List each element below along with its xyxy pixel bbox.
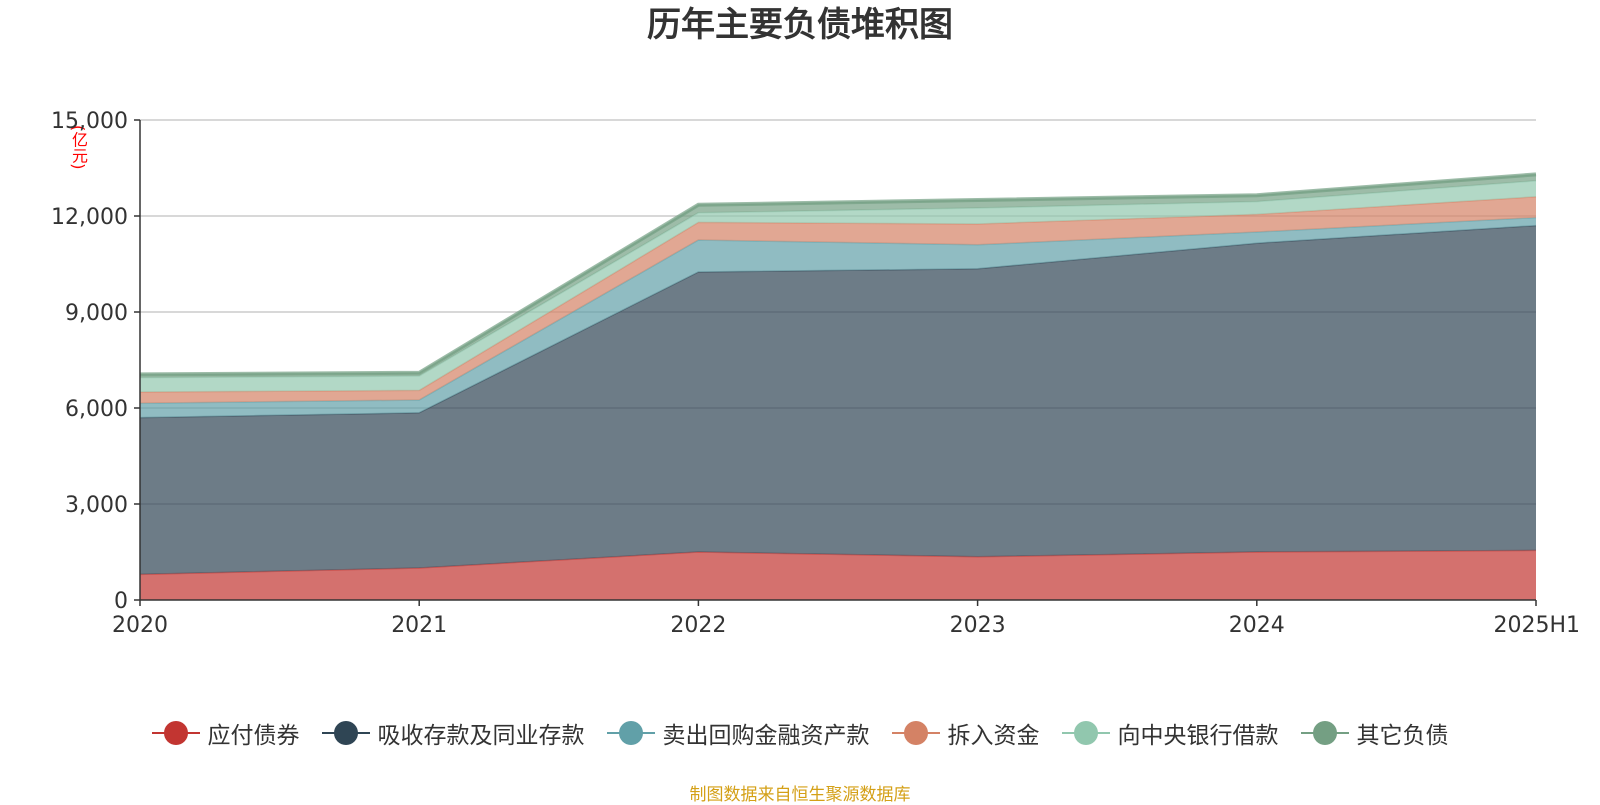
y-axis-unit-label: (亿元) [69, 124, 88, 170]
legend-swatch-icon [321, 721, 370, 745]
legend-item-1[interactable]: 应付债券 [151, 716, 300, 750]
x-tick-label: 2022 [670, 613, 726, 638]
legend-item-3[interactable]: 卖出回购金融资产款 [606, 716, 870, 750]
y-tick-label: 15,000 [51, 109, 128, 134]
stack-top-outline [139, 172, 1537, 377]
area-series-5 [140, 180, 1536, 392]
y-tick-label: 0 [114, 589, 128, 614]
legend-item-5[interactable]: 向中央银行借款 [1061, 716, 1279, 750]
axes: 0 3,000 6,000 9,000 12,000 15,000 2020 2021 2022… [51, 109, 1580, 638]
chart-title: 历年主要负债堆积图 [647, 5, 953, 45]
stacked-areas [139, 172, 1537, 600]
x-tick-label: 2025H1 [1493, 613, 1580, 638]
y-tick-label: 9,000 [65, 301, 128, 326]
legend-label: 吸收存款及同业存款 [377, 723, 585, 749]
legend-swatch-icon [1061, 721, 1110, 745]
legend-label: 其它负债 [1356, 723, 1449, 749]
legend-swatch-icon [1300, 721, 1349, 745]
area-series-2 [140, 225, 1536, 575]
legend-swatch-icon [151, 721, 200, 745]
legend-swatch-icon [891, 721, 940, 745]
area-series-1 [140, 550, 1536, 600]
legend: 应付债券 吸收存款及同业存款 卖出回购金融资产款 拆入资金 向中央银行借款 其它负债 [0, 716, 1600, 750]
legend-label: 卖出回购金融资产款 [662, 723, 870, 749]
legend-item-2[interactable]: 吸收存款及同业存款 [321, 716, 585, 750]
x-tick-label: 2021 [391, 613, 447, 638]
legend-item-4[interactable]: 拆入资金 [891, 716, 1040, 750]
y-tick-label: 6,000 [65, 397, 128, 422]
y-tick-label: 12,000 [51, 205, 128, 230]
legend-label: 拆入资金 [947, 723, 1040, 749]
x-tick-label: 2023 [950, 613, 1006, 638]
source-note: 制图数据来自恒生聚源数据库 [689, 785, 911, 805]
x-tick-label: 2024 [1229, 613, 1285, 638]
x-tick-label: 2020 [112, 613, 168, 638]
legend-label: 向中央银行借款 [1117, 723, 1279, 749]
legend-swatch-icon [606, 721, 655, 745]
chart-plot: 0 3,000 6,000 9,000 12,000 15,000 2020 2021 2022… [51, 109, 1580, 638]
area-series-4 [140, 196, 1536, 404]
y-tick-label: 3,000 [65, 493, 128, 518]
legend-item-6[interactable]: 其它负债 [1300, 716, 1449, 750]
area-series-3 [140, 217, 1536, 418]
legend-label: 应付债券 [207, 723, 300, 749]
